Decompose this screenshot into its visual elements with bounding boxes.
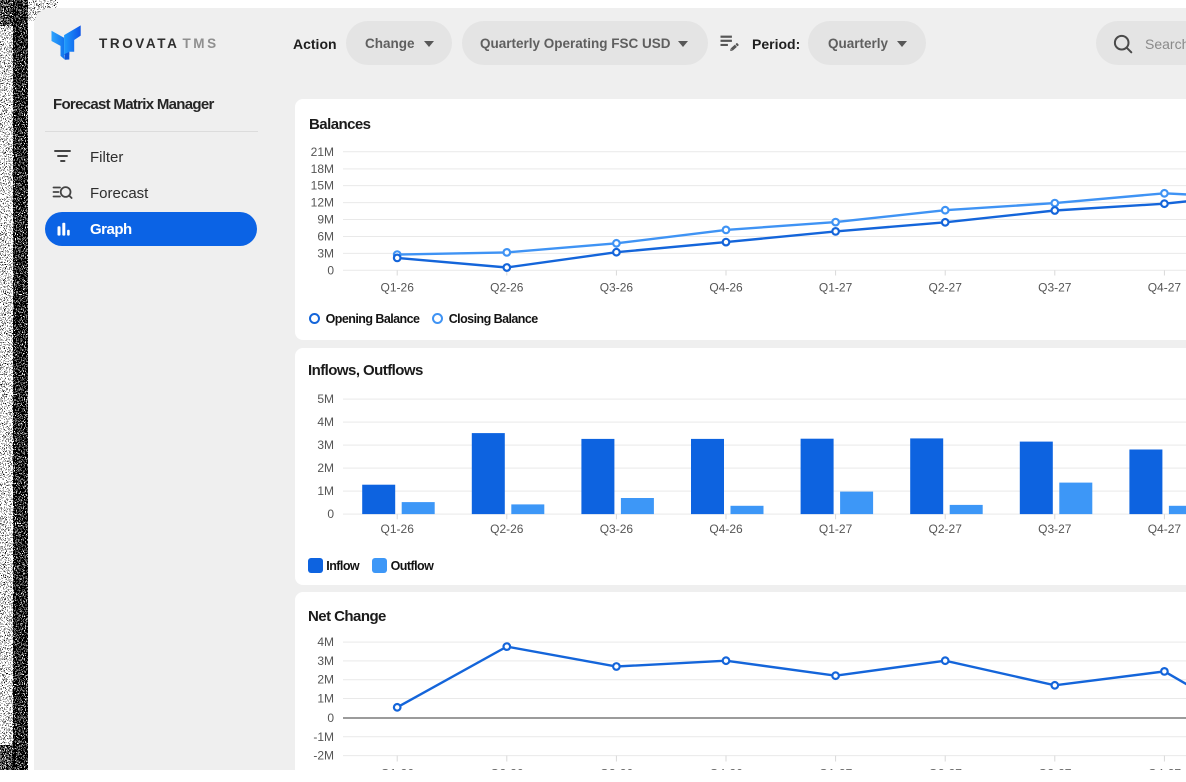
svg-text:21M: 21M	[311, 145, 334, 159]
svg-text:12M: 12M	[311, 196, 334, 210]
svg-text:1M: 1M	[317, 692, 334, 706]
svg-text:Q1-27: Q1-27	[819, 767, 853, 771]
svg-text:3M: 3M	[317, 438, 334, 452]
svg-text:Q2-27: Q2-27	[929, 522, 963, 536]
svg-text:3M: 3M	[317, 246, 334, 260]
svg-text:9M: 9M	[317, 213, 334, 227]
svg-text:0: 0	[327, 263, 334, 277]
svg-text:4M: 4M	[317, 635, 334, 649]
svg-text:-1M: -1M	[313, 730, 334, 744]
svg-text:Q1-26: Q1-26	[381, 281, 415, 295]
svg-text:0: 0	[327, 711, 334, 725]
svg-text:Q2-26: Q2-26	[490, 767, 524, 771]
svg-text:-2M: -2M	[313, 749, 334, 763]
svg-text:Q2-27: Q2-27	[929, 767, 963, 771]
svg-text:Q4-27: Q4-27	[1148, 522, 1182, 536]
svg-text:Q4-26: Q4-26	[709, 767, 743, 771]
svg-text:Q3-26: Q3-26	[600, 767, 634, 771]
svg-text:Q4-26: Q4-26	[709, 522, 743, 536]
svg-text:Q2-27: Q2-27	[929, 281, 963, 295]
svg-text:18M: 18M	[311, 162, 334, 176]
svg-text:6M: 6M	[317, 230, 334, 244]
svg-text:Q3-26: Q3-26	[600, 281, 634, 295]
svg-text:Q4-26: Q4-26	[709, 281, 743, 295]
svg-text:Q4-27: Q4-27	[1148, 281, 1182, 295]
svg-text:Q4-27: Q4-27	[1148, 767, 1182, 771]
svg-text:4M: 4M	[317, 415, 334, 429]
svg-text:Q3-27: Q3-27	[1038, 522, 1072, 536]
svg-text:Q3-27: Q3-27	[1038, 767, 1072, 771]
svg-text:1M: 1M	[317, 484, 334, 498]
svg-text:Q3-27: Q3-27	[1038, 281, 1072, 295]
svg-text:15M: 15M	[311, 179, 334, 193]
svg-text:2M: 2M	[317, 461, 334, 475]
svg-text:Q2-26: Q2-26	[490, 281, 524, 295]
svg-text:Q1-26: Q1-26	[381, 522, 415, 536]
svg-text:3M: 3M	[317, 654, 334, 668]
svg-text:2M: 2M	[317, 673, 334, 687]
svg-text:Q3-26: Q3-26	[600, 522, 634, 536]
svg-text:Q1-26: Q1-26	[381, 767, 415, 771]
svg-text:Q1-27: Q1-27	[819, 281, 853, 295]
svg-text:0: 0	[327, 507, 334, 521]
svg-text:Q1-27: Q1-27	[819, 522, 853, 536]
svg-text:5M: 5M	[317, 392, 334, 406]
svg-text:Q2-26: Q2-26	[490, 522, 524, 536]
